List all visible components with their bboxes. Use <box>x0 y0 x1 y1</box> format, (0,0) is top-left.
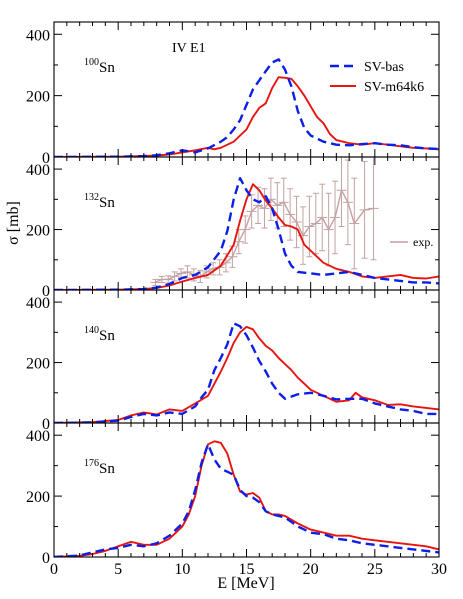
y-tick-label: 400 <box>26 428 50 445</box>
nucleus-mass-label: 176 <box>84 458 99 469</box>
legend-label-sv-bas: SV-bas <box>364 60 404 75</box>
panel-frame <box>53 422 440 558</box>
panel-1 <box>54 157 439 290</box>
y-axis-label: σ [mb] <box>5 201 22 245</box>
panel-3 <box>54 440 439 557</box>
nucleus-symbol-label: Sn <box>99 195 115 211</box>
nucleus-symbol-label: Sn <box>99 461 115 477</box>
x-tick-label: 0 <box>50 561 58 578</box>
y-tick-label: 0 <box>42 416 50 433</box>
series-sv-m64k6-line <box>54 440 439 557</box>
nucleus-mass-label: 100 <box>84 57 99 68</box>
annotation-label: IV E1 <box>172 41 206 56</box>
series-sv-bas-line <box>54 443 439 557</box>
y-tick-label: 0 <box>42 283 50 300</box>
panel-0 <box>54 58 439 157</box>
panels <box>54 58 439 557</box>
y-tick-label: 400 <box>26 27 50 44</box>
nucleus-mass-label: 140 <box>84 325 99 336</box>
series-sv-bas-line <box>54 322 439 423</box>
series-sv-bas-line <box>54 177 439 290</box>
y-tick-label: 0 <box>42 550 50 567</box>
legend-label-exp: exp. <box>413 235 433 249</box>
x-tick-label: 20 <box>303 561 319 578</box>
x-tick-label: 5 <box>114 561 122 578</box>
nucleus-mass-label: 132 <box>84 192 99 203</box>
y-tick-label: 200 <box>26 223 50 240</box>
y-tick-label: 200 <box>26 356 50 373</box>
series-sv-m64k6-line <box>54 325 439 423</box>
y-tick-label: 200 <box>26 89 50 106</box>
y-tick-label: 400 <box>26 295 50 312</box>
panel-frame <box>53 156 440 291</box>
x-tick-label: 25 <box>367 561 383 578</box>
y-tick-label: 0 <box>42 150 50 167</box>
series-sv-bas-line <box>54 58 439 157</box>
series-exp-line <box>155 188 374 284</box>
x-axis-label: E [MeV] <box>217 575 274 592</box>
nucleus-symbol-label: Sn <box>99 328 115 344</box>
legend: SV-bas SV-m64k6 exp. <box>330 60 433 249</box>
x-tick-label: 10 <box>174 561 190 578</box>
y-tick-label: 400 <box>26 162 50 179</box>
nucleus-symbol-label: Sn <box>99 60 115 76</box>
x-tick-label: 30 <box>431 561 447 578</box>
legend-label-sv-m64k6: SV-m64k6 <box>364 80 424 95</box>
panel-2 <box>54 322 439 423</box>
y-tick-label: 200 <box>26 489 50 506</box>
x-tick-label: 15 <box>239 561 255 578</box>
